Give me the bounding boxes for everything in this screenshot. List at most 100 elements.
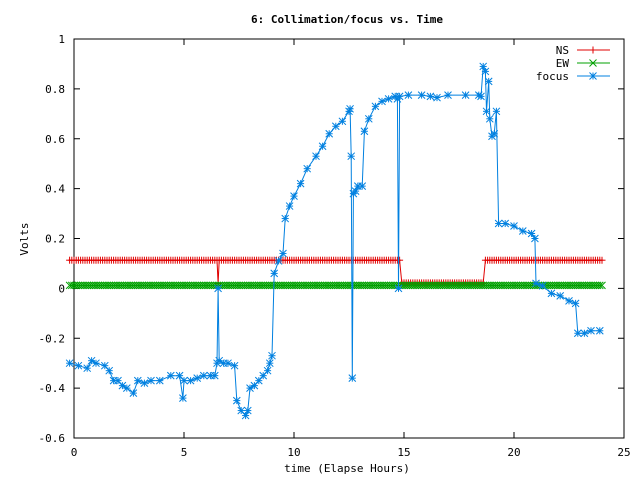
data-point-focus — [318, 142, 327, 151]
data-point-focus — [395, 92, 404, 101]
data-point-focus — [290, 192, 298, 200]
series-line-focus — [69, 66, 600, 417]
data-point-focus — [364, 114, 373, 123]
data-point-ew — [595, 281, 604, 290]
data-point-focus — [587, 326, 595, 335]
y-tick-label: 0.8 — [45, 83, 65, 96]
data-point-focus — [547, 289, 556, 298]
y-tick-label: 0.4 — [45, 183, 65, 196]
data-point-ns — [598, 256, 606, 264]
data-point-focus — [92, 359, 100, 368]
data-point-ns — [396, 256, 404, 264]
data-point-focus — [140, 379, 149, 387]
data-point-focus — [147, 376, 155, 385]
series-focus — [65, 62, 604, 420]
x-axis-label: time (Elapse Hours) — [284, 462, 410, 475]
data-point-focus — [556, 292, 565, 300]
data-point-focus — [580, 329, 589, 338]
data-point-focus — [378, 97, 386, 106]
y-tick-label: -0.6 — [39, 432, 66, 445]
data-point-focus — [122, 384, 131, 392]
data-point-focus — [384, 94, 393, 103]
legend-label: EW — [556, 57, 570, 70]
data-point-focus — [444, 91, 452, 99]
y-tick-label: -0.2 — [39, 332, 66, 345]
data-point-focus — [274, 257, 283, 265]
data-point-focus — [263, 366, 272, 375]
data-point-focus — [484, 77, 493, 86]
data-point-focus — [527, 229, 536, 238]
data-point-focus — [179, 394, 187, 402]
data-point-focus — [360, 127, 369, 136]
data-point-focus — [595, 326, 604, 335]
data-point-focus — [531, 234, 539, 243]
x-tick-label: 20 — [507, 446, 520, 459]
data-point-focus — [346, 104, 354, 113]
series-layer — [65, 62, 606, 420]
legend-swatch-marker — [589, 46, 597, 54]
data-point-focus — [417, 91, 426, 99]
data-point-focus — [501, 219, 510, 228]
data-point-focus — [193, 374, 202, 383]
data-point-focus — [347, 152, 356, 161]
y-tick-label: 0.2 — [45, 233, 65, 246]
data-point-focus — [285, 202, 294, 210]
legend-label: focus — [536, 70, 569, 83]
data-point-focus — [214, 284, 222, 293]
data-point-focus — [268, 351, 276, 360]
x-axis: 0 5 10 15 20 25 — [71, 39, 631, 459]
data-point-focus — [281, 214, 290, 223]
data-point-focus — [481, 67, 490, 76]
data-point-focus — [175, 371, 184, 380]
data-point-focus — [65, 359, 74, 368]
data-point-focus — [532, 279, 540, 288]
chart-title: 6: Collimation/focus vs. Time — [251, 13, 443, 26]
data-point-focus — [129, 389, 138, 397]
x-tick-label: 10 — [287, 446, 300, 459]
data-point-focus — [426, 92, 435, 101]
data-point-focus — [573, 329, 582, 338]
data-point-focus — [296, 179, 305, 188]
data-point-focus — [518, 227, 527, 235]
data-point-focus — [166, 371, 175, 380]
data-point-focus — [490, 129, 499, 138]
data-point-focus — [105, 366, 114, 375]
legend-label: NS — [556, 44, 569, 57]
y-axis: -0.6 -0.4 -0.2 0 0.2 0.4 0.6 0.8 1 — [39, 33, 624, 445]
data-point-focus — [312, 152, 320, 161]
y-axis-label: Volts — [18, 222, 31, 255]
data-point-focus — [303, 164, 312, 173]
data-point-focus — [74, 361, 83, 370]
data-point-focus — [331, 122, 340, 131]
data-point-focus — [358, 182, 367, 190]
data-point-focus — [232, 396, 241, 405]
data-point-focus — [538, 282, 547, 290]
data-point-focus — [371, 102, 380, 111]
data-point-focus — [494, 219, 503, 228]
series-ew — [65, 281, 606, 290]
data-point-focus — [325, 129, 334, 138]
data-point-focus — [270, 269, 279, 278]
data-point-focus — [186, 376, 195, 385]
data-point-focus — [230, 361, 239, 370]
data-point-focus — [224, 359, 232, 368]
data-point-focus — [461, 91, 470, 99]
x-tick-label: 0 — [71, 446, 78, 459]
data-point-focus — [241, 411, 250, 420]
data-point-focus — [433, 93, 441, 102]
data-point-focus — [199, 371, 208, 380]
data-point-focus — [155, 376, 164, 385]
data-point-focus — [485, 114, 494, 123]
data-point-focus — [83, 364, 92, 373]
data-point-focus — [338, 117, 347, 126]
data-point-focus — [133, 376, 142, 385]
y-tick-label: -0.4 — [39, 382, 66, 395]
data-point-focus — [210, 371, 219, 380]
data-point-focus — [180, 376, 188, 385]
data-point-focus — [477, 92, 485, 101]
data-point-focus — [404, 91, 413, 99]
x-tick-label: 5 — [181, 446, 188, 459]
data-point-focus — [279, 249, 287, 258]
